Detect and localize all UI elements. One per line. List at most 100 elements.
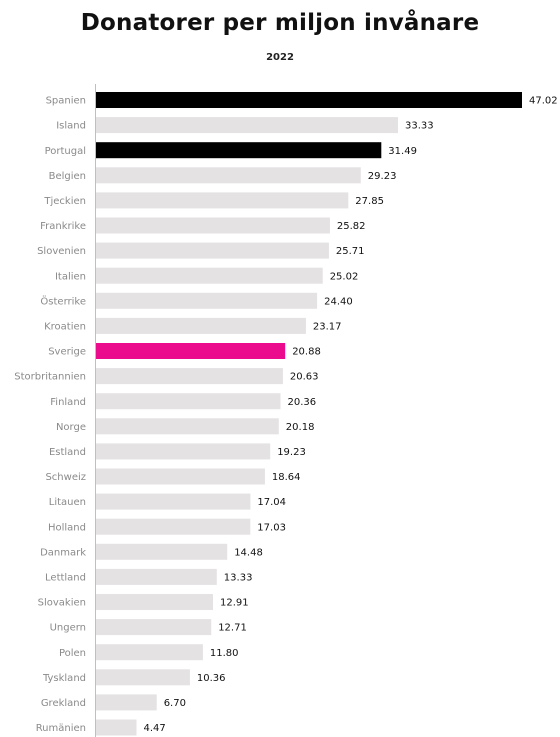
bar (96, 142, 382, 159)
bar-group: Danmark 14.48 (40, 543, 263, 560)
category-label: Storbritannien (14, 372, 86, 383)
value-label: 25.02 (330, 271, 359, 282)
bar (96, 167, 361, 184)
value-label: 25.82 (337, 221, 366, 232)
bar-group: Finland 20.36 (50, 393, 317, 410)
value-label: 17.04 (257, 497, 286, 508)
value-label: 17.03 (257, 522, 286, 533)
bar (96, 393, 281, 410)
bar (96, 644, 203, 661)
bar (96, 267, 323, 284)
value-label: 20.88 (292, 347, 321, 358)
bar-group: Tjeckien 27.85 (43, 192, 384, 209)
bar-group: Norge 20.18 (56, 418, 315, 435)
bar-group: Portugal 31.49 (45, 142, 417, 159)
category-label: Slovenien (37, 246, 86, 257)
category-label: Lettland (45, 573, 86, 584)
bar (96, 217, 330, 234)
value-label: 4.47 (144, 723, 166, 734)
bar (96, 694, 157, 711)
bar (96, 543, 228, 560)
bar-group: Polen 11.80 (59, 644, 239, 661)
category-label: Kroatien (44, 322, 86, 333)
bar (96, 117, 398, 134)
value-label: 19.23 (277, 447, 306, 458)
bar-group: Lettland 13.33 (45, 568, 253, 585)
bar-group: Österrike 24.40 (40, 292, 353, 309)
bar (96, 292, 318, 309)
bar-group: Island 33.33 (56, 117, 434, 134)
bar (96, 242, 329, 259)
category-label: Tyskland (42, 673, 86, 684)
category-label: Norge (56, 422, 86, 433)
value-label: 29.23 (368, 171, 397, 182)
category-label: Portugal (45, 146, 86, 157)
value-label: 20.18 (286, 422, 315, 433)
value-label: 25.71 (336, 246, 365, 257)
category-label: Frankrike (40, 221, 86, 232)
bar-group: Sverige 20.88 (48, 343, 321, 359)
bar-group: Spanien 47.02 (46, 92, 558, 108)
value-label: 23.17 (313, 322, 342, 333)
chart-title: Donatorer per miljon invånare (80, 10, 480, 36)
bar-group: Holland 17.03 (48, 518, 286, 535)
bar (96, 418, 279, 435)
category-label: Holland (48, 522, 86, 533)
category-label: Spanien (46, 96, 86, 107)
category-label: Italien (55, 271, 86, 282)
value-label: 47.02 (529, 96, 558, 107)
bar-group: Litauen 17.04 (49, 493, 286, 510)
bar-group: Rumänien 4.47 (36, 719, 166, 736)
category-label: Estland (49, 447, 86, 458)
bar (96, 518, 251, 535)
bar (96, 443, 271, 460)
category-label: Island (56, 121, 86, 132)
value-label: 27.85 (355, 196, 384, 207)
category-label: Sverige (48, 347, 86, 358)
value-label: 12.91 (220, 598, 249, 609)
bar-group: Ungern 12.71 (50, 619, 247, 636)
bar (96, 719, 137, 736)
bar (96, 317, 306, 334)
bar-group: Kroatien 23.17 (44, 317, 342, 334)
bar-group: Italien 25.02 (55, 267, 359, 284)
category-label: Finland (50, 397, 86, 408)
category-label: Rumänien (36, 723, 86, 734)
category-label: Litauen (49, 497, 86, 508)
category-label: Belgien (49, 171, 86, 182)
value-label: 20.36 (288, 397, 317, 408)
bar (96, 192, 349, 209)
value-label: 10.36 (197, 673, 226, 684)
category-label: Grekland (41, 698, 86, 709)
category-label: Schweiz (45, 472, 86, 483)
bar (96, 669, 190, 686)
category-label: Slovakien (38, 598, 86, 609)
value-label: 14.48 (234, 547, 263, 558)
bar-group: Slovenien 25.71 (37, 242, 365, 259)
bar (96, 92, 522, 108)
category-label: Österrike (40, 294, 86, 307)
bar-group: Tyskland 10.36 (42, 669, 226, 686)
value-label: 12.71 (218, 623, 247, 634)
bar-group: Frankrike 25.82 (40, 217, 366, 234)
bar-group: Schweiz 18.64 (45, 468, 301, 485)
bar-group: Storbritannien 20.63 (14, 368, 319, 385)
value-label: 13.33 (224, 573, 253, 584)
value-label: 31.49 (388, 146, 417, 157)
bar (96, 468, 265, 485)
bar (96, 343, 286, 359)
value-label: 11.80 (210, 648, 239, 659)
value-label: 6.70 (164, 698, 186, 709)
value-label: 20.63 (290, 372, 319, 383)
value-label: 33.33 (405, 121, 434, 132)
bar (96, 568, 217, 585)
value-label: 18.64 (272, 472, 301, 483)
bar (96, 619, 212, 636)
bar (96, 594, 213, 610)
bar-group: Estland 19.23 (49, 443, 306, 460)
category-label: Polen (59, 648, 86, 659)
bar (96, 493, 251, 510)
category-label: Ungern (50, 623, 86, 634)
bar-group: Belgien 29.23 (49, 167, 397, 184)
